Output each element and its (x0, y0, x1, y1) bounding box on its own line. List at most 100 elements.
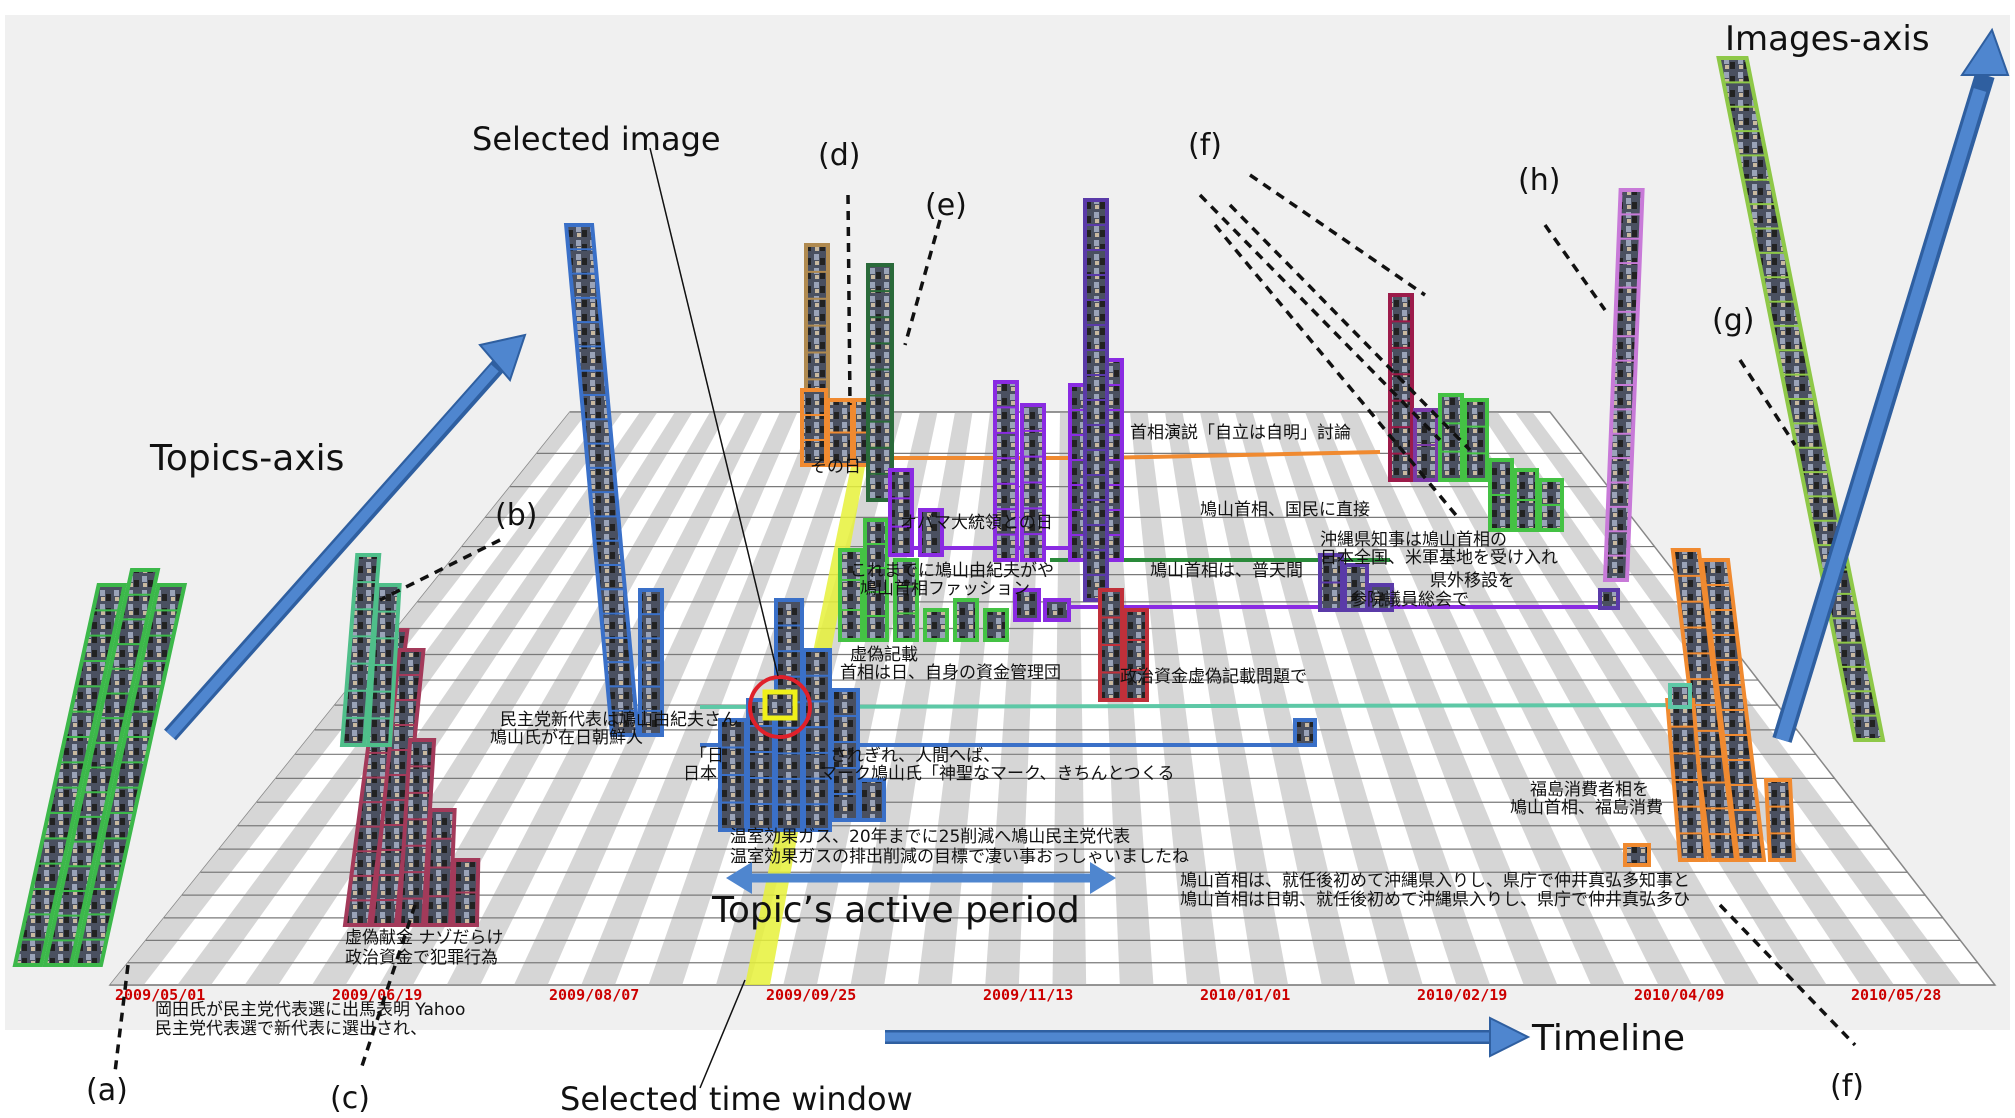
image-stack[interactable] (802, 648, 832, 832)
timeline-tick-label: 2009/05/01 (115, 986, 205, 1004)
timeline-tick-label: 2009/09/25 (766, 986, 856, 1004)
image-stack[interactable] (838, 548, 864, 642)
image-stack[interactable] (1463, 398, 1489, 482)
topic-text-labels: 岡田氏が民主党代表選に出馬表明 Yahoo 民主党代表選で新代表に選出され、 虚… (155, 423, 1690, 1039)
label-d: (d) (818, 138, 860, 173)
topic-label-c2: 政治資金で犯罪行為 (345, 948, 498, 968)
image-stack[interactable] (423, 808, 457, 927)
floor-stripe (1200, 412, 1356, 985)
topic-label-g1: 福島消費者相を (1530, 780, 1649, 800)
label-f-top: (f) (1188, 128, 1222, 163)
image-stack[interactable] (339, 553, 382, 747)
image-stack[interactable] (830, 688, 860, 822)
topic-label-o1: その日 (810, 457, 861, 477)
image-stack[interactable] (888, 468, 914, 557)
topic-label-b1: 民主党新代表は鳩山由紀夫さん (500, 710, 738, 730)
selected-image-circle (748, 675, 812, 739)
image-stack[interactable] (893, 558, 919, 642)
image-stack[interactable] (983, 608, 1009, 642)
topic-label-c1: 虚偽献金 ナゾだらけ (345, 928, 503, 948)
label-f-bottom: (f) (1830, 1069, 1864, 1104)
image-stack[interactable] (72, 583, 188, 967)
image-stack[interactable] (1043, 598, 1071, 622)
floor-stripe (379, 412, 728, 985)
topic-label-b2: 鳩山氏が在日朝鮮人 (490, 728, 643, 748)
image-stack[interactable] (638, 588, 664, 737)
timeline-tick-label: 2010/05/28 (1851, 986, 1941, 1004)
timeline-tick-label: 2009/11/13 (983, 986, 1073, 1004)
image-stack[interactable] (1513, 468, 1539, 532)
image-stack[interactable] (993, 380, 1019, 562)
image-stack[interactable] (42, 568, 161, 967)
image-stack[interactable] (365, 583, 402, 747)
image-stack[interactable] (923, 608, 949, 642)
selected-image-label: Selected image (472, 120, 721, 158)
image-stack[interactable] (1083, 198, 1109, 602)
image-stack[interactable] (1318, 553, 1344, 612)
timeline-tick-label: 2010/01/01 (1200, 986, 1290, 1004)
timeline-tick-label: 2010/02/19 (1417, 986, 1507, 1004)
floor-stripe (1305, 412, 1558, 985)
label-g: (g) (1712, 303, 1754, 338)
floor-stripe (1375, 412, 1693, 985)
image-stack[interactable] (1598, 588, 1620, 610)
image-stack[interactable] (863, 518, 889, 642)
image-stack[interactable] (866, 263, 894, 502)
pointer-lines (113, 147, 1857, 1089)
timeline-tick-label: 2009/08/07 (549, 986, 639, 1004)
floor-stripe (446, 412, 763, 985)
topic-label-m6: オバマ大統領との日 (900, 513, 1053, 533)
topic-label-d1: 温室効果ガス、20年までに25削減へ鳩山民主党代表 (730, 827, 1130, 847)
topic-label-e4: マーク鳩山氏「神聖なマーク、きちんとつくる (820, 764, 1174, 784)
image-stack[interactable] (1623, 843, 1651, 867)
image-stack[interactable] (450, 858, 481, 927)
image-stack[interactable] (396, 738, 437, 927)
image-stack[interactable] (1293, 718, 1317, 747)
image-stack[interactable] (1670, 548, 1739, 862)
topic-label-a2: 民主党代表選で新代表に選出され、 (155, 1019, 427, 1039)
topic-label-a1: 岡田氏が民主党代表選に出馬表明 Yahoo (155, 1000, 465, 1020)
topic-label-d2: 温室効果ガスの排出削減の目標で凄い事おっしゃいましたね (730, 847, 1189, 867)
image-stack[interactable] (1013, 588, 1041, 622)
topic-label-m4: これまでに鳩山由紀夫がや (850, 561, 1054, 581)
image-stack[interactable] (1538, 478, 1564, 532)
image-stack[interactable] (1668, 683, 1692, 709)
image-stack[interactable] (858, 778, 886, 822)
image-stack[interactable] (953, 598, 979, 642)
image-stack[interactable] (1763, 778, 1797, 862)
image-stack[interactable] (1602, 188, 1645, 582)
topic-label-m1: 虚偽記載 (850, 645, 918, 665)
image-stack[interactable] (1388, 293, 1414, 482)
image-stack[interactable] (1665, 698, 1709, 862)
image-stack[interactable] (1123, 608, 1149, 702)
label-e: (e) (925, 188, 967, 223)
topic-label-m3: 政治資金虚偽記載問題で (1120, 667, 1307, 687)
label-b: (b) (495, 498, 537, 533)
label-h: (h) (1518, 163, 1560, 198)
floor-stripe (581, 412, 833, 985)
image-stack[interactable] (1020, 403, 1046, 562)
image-stack[interactable] (800, 388, 828, 467)
timeline-ticks: 2009/05/01 2009/06/19 2009/08/07 2009/09/25… (115, 986, 1941, 1004)
image-stack[interactable] (563, 223, 641, 737)
image-stack[interactable] (1488, 458, 1514, 532)
topic-label-o2: 首相演説「自立は自明」討論 (1130, 423, 1351, 443)
topic-label-h1: 沖縄県知事は鳩山首相の (1320, 530, 1507, 550)
topic-label-e3: されぎれ、人間へば、 (830, 746, 1000, 766)
image-stack[interactable] (1098, 588, 1124, 702)
image-stack[interactable] (718, 718, 748, 832)
topic-label-h4: 県外移設を (1430, 571, 1515, 591)
image-stack[interactable] (1438, 393, 1464, 482)
image-stack[interactable] (1343, 563, 1369, 612)
floor-stripe (1165, 412, 1289, 985)
image-stack[interactable] (1699, 558, 1767, 862)
image-stack[interactable] (12, 583, 128, 967)
label-a: (a) (86, 1073, 128, 1108)
image-stack[interactable] (1368, 583, 1394, 612)
image-stack[interactable] (918, 508, 944, 557)
image-stack[interactable] (826, 398, 854, 467)
selected-image[interactable] (762, 689, 798, 721)
image-stack[interactable] (1413, 408, 1439, 482)
label-c: (c) (330, 1081, 370, 1116)
